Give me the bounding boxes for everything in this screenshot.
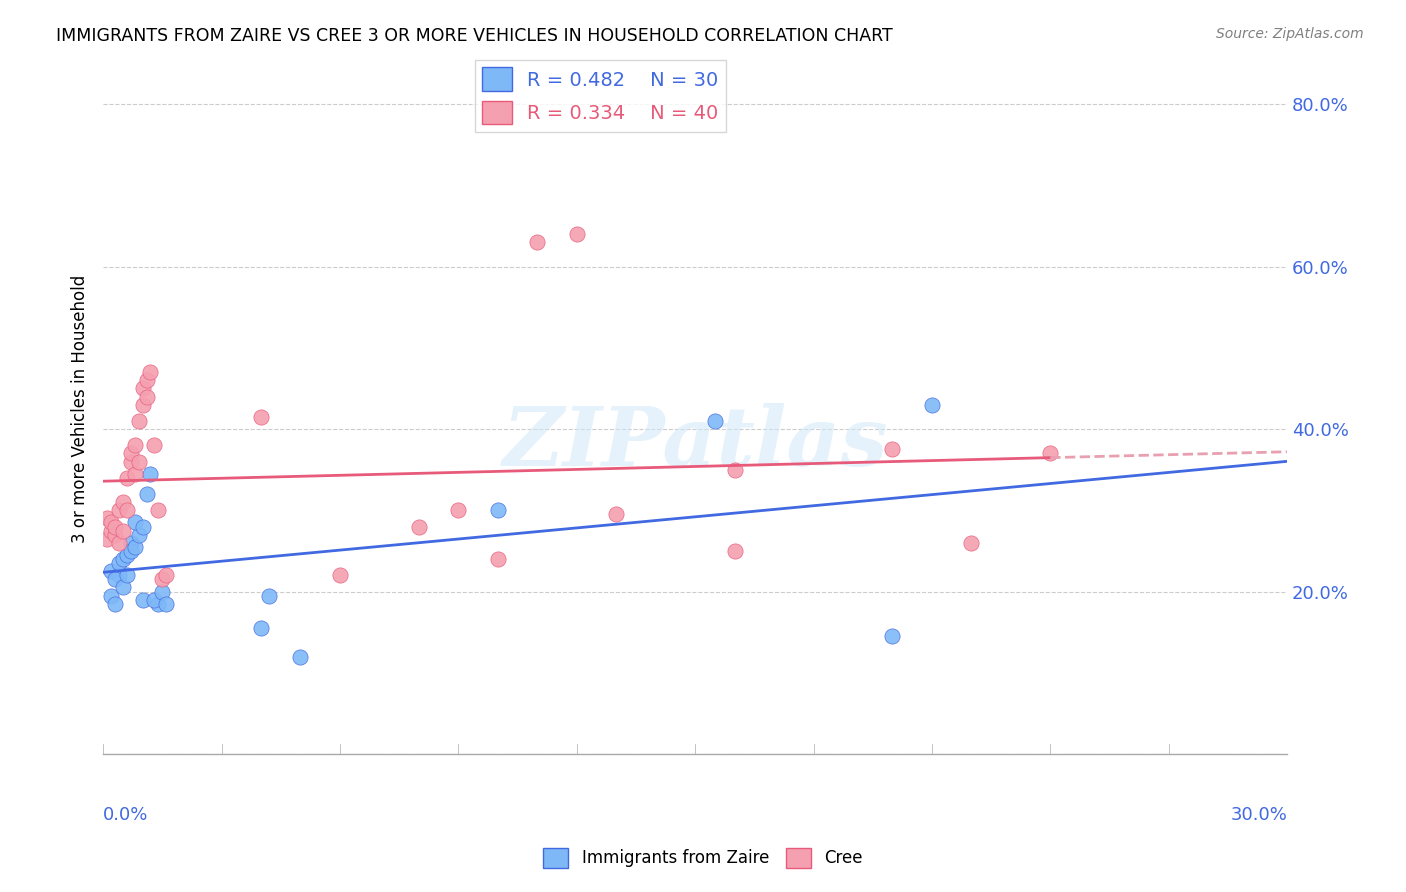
Point [131,398,153,412]
Point [150,584,173,599]
Point [155,568,177,582]
Point [128,414,150,428]
Point [148,503,170,517]
Point [447,503,470,517]
Point [108,568,131,582]
Point [703,414,725,428]
Point [100,589,122,603]
Point [486,552,509,566]
Point [150,572,173,586]
Point [96,511,118,525]
Point [111,524,134,538]
Text: 30.0%: 30.0% [1230,805,1286,823]
Y-axis label: 3 or more Vehicles in Household: 3 or more Vehicles in Household [72,275,89,543]
Point [124,438,146,452]
Point [124,540,146,554]
Point [135,390,157,404]
Point [605,508,627,522]
Point [257,589,280,603]
Point [128,527,150,541]
Point [565,227,588,242]
Point [111,552,134,566]
Legend: R = 0.482    N = 30, R = 0.334    N = 40: R = 0.482 N = 30, R = 0.334 N = 40 [475,60,725,132]
Point [120,446,142,460]
Legend: Immigrants from Zaire, Cree: Immigrants from Zaire, Cree [537,841,869,875]
Point [250,621,273,635]
Point [723,463,745,477]
Point [108,556,131,570]
Point [723,544,745,558]
Point [135,487,157,501]
Point [143,438,166,452]
Point [111,495,134,509]
Point [1039,446,1062,460]
Point [526,235,548,250]
Point [131,519,153,533]
Point [408,519,430,533]
Point [143,592,166,607]
Point [329,568,352,582]
Point [100,516,122,530]
Point [131,382,153,396]
Point [115,503,138,517]
Point [115,568,138,582]
Text: IMMIGRANTS FROM ZAIRE VS CREE 3 OR MORE VEHICLES IN HOUSEHOLD CORRELATION CHART: IMMIGRANTS FROM ZAIRE VS CREE 3 OR MORE … [56,27,893,45]
Point [148,597,170,611]
Point [921,398,943,412]
Point [120,544,142,558]
Point [290,649,312,664]
Point [486,503,509,517]
Point [104,519,127,533]
Point [124,467,146,481]
Point [100,564,122,578]
Point [139,467,162,481]
Point [96,532,118,546]
Point [104,527,127,541]
Point [882,629,904,643]
Point [124,516,146,530]
Point [128,454,150,468]
Text: ZIPatlas: ZIPatlas [502,403,887,483]
Text: 0.0%: 0.0% [103,805,149,823]
Text: Source: ZipAtlas.com: Source: ZipAtlas.com [1216,27,1364,41]
Point [111,581,134,595]
Point [131,592,153,607]
Point [115,471,138,485]
Point [100,524,122,538]
Point [960,536,983,550]
Point [882,442,904,457]
Point [108,503,131,517]
Point [115,548,138,562]
Point [108,536,131,550]
Point [120,454,142,468]
Point [104,572,127,586]
Point [155,597,177,611]
Point [139,365,162,379]
Point [104,597,127,611]
Point [250,409,273,424]
Point [135,373,157,387]
Point [120,536,142,550]
